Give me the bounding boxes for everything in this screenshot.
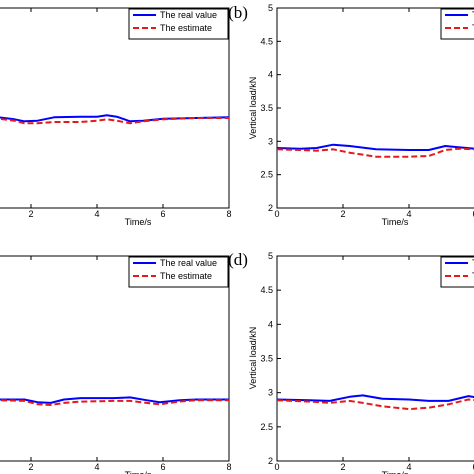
x-tick-label: 2 xyxy=(28,209,33,219)
series-line-real-value xyxy=(0,396,229,404)
series-line-real-value xyxy=(277,394,474,402)
series-group xyxy=(0,396,229,406)
legend-box xyxy=(440,8,474,40)
y-tick-label: 3 xyxy=(268,388,273,398)
legend-box xyxy=(128,8,229,40)
plot-panel-c: 2 4 6 8 Time/s The real value The estimate xyxy=(0,255,232,474)
legend: The real value The estimate xyxy=(128,256,229,288)
y-tick-label: 4.5 xyxy=(260,36,273,46)
series-line-estimate xyxy=(0,117,229,125)
x-tick-label: 8 xyxy=(226,462,231,472)
panel-letter: (d) xyxy=(228,250,248,269)
x-tick-label: 4 xyxy=(94,462,99,472)
y-tick-label: 4 xyxy=(268,70,273,80)
legend-label: The real value xyxy=(160,10,217,20)
y-tick-label: 5 xyxy=(268,251,273,261)
x-tick-label: 4 xyxy=(406,462,411,472)
x-axis-label: Time/s xyxy=(382,217,409,227)
legend-label: The r xyxy=(472,258,474,268)
y-tick-label: 3.5 xyxy=(260,103,273,113)
x-tick-label: 6 xyxy=(472,209,474,219)
y-axis-label: Vertical load/kN xyxy=(248,327,258,390)
plot-panel-a: 2 4 6 8 Time/s The real value The estimate xyxy=(0,7,232,227)
legend-label: The r xyxy=(472,10,474,20)
x-axis-label: Time/s xyxy=(125,470,152,474)
x-tick-label: 6 xyxy=(472,462,474,472)
legend: The r The e xyxy=(440,256,474,288)
legend-box xyxy=(440,256,474,288)
x-tick-label: 6 xyxy=(160,462,165,472)
x-axis-label: Time/s xyxy=(125,217,152,227)
legend-label: The real value xyxy=(160,258,217,268)
series-line-real-value xyxy=(277,143,474,151)
series-group xyxy=(277,143,474,158)
y-tick-label: 4.5 xyxy=(260,285,273,295)
x-tick-label: 0 xyxy=(274,209,279,219)
series-line-estimate xyxy=(0,399,229,406)
x-axis-label: Time/s xyxy=(382,470,409,474)
series-group xyxy=(277,394,474,411)
y-tick-label: 5 xyxy=(268,3,273,13)
x-tick-label: 4 xyxy=(406,209,411,219)
legend-label: The e xyxy=(472,271,474,281)
y-axis-label: Vertical load/kN xyxy=(248,77,258,140)
legend: The r The e xyxy=(440,8,474,40)
y-tick-label: 4 xyxy=(268,319,273,329)
x-tick-label: 2 xyxy=(340,462,345,472)
x-tick-label: 2 xyxy=(28,462,33,472)
legend-label: The estimate xyxy=(160,271,212,281)
series-line-estimate xyxy=(277,147,474,158)
y-tick-label: 2.5 xyxy=(260,170,273,180)
x-tick-label: 0 xyxy=(274,462,279,472)
legend-label: The e xyxy=(472,23,474,33)
x-tick-label: 2 xyxy=(340,209,345,219)
x-tick-label: 8 xyxy=(226,209,231,219)
legend: The real value The estimate xyxy=(128,8,229,40)
x-tick-label: 6 xyxy=(160,209,165,219)
panel-letter: (b) xyxy=(228,3,248,22)
y-tick-label: 2.5 xyxy=(260,422,273,432)
series-group xyxy=(0,114,229,125)
y-tick-label: 3 xyxy=(268,136,273,146)
x-tick-label: 4 xyxy=(94,209,99,219)
legend-label: The estimate xyxy=(160,23,212,33)
y-tick-label: 3.5 xyxy=(260,354,273,364)
y-tick-label: 2 xyxy=(268,456,273,466)
y-tick-label: 2 xyxy=(268,203,273,213)
